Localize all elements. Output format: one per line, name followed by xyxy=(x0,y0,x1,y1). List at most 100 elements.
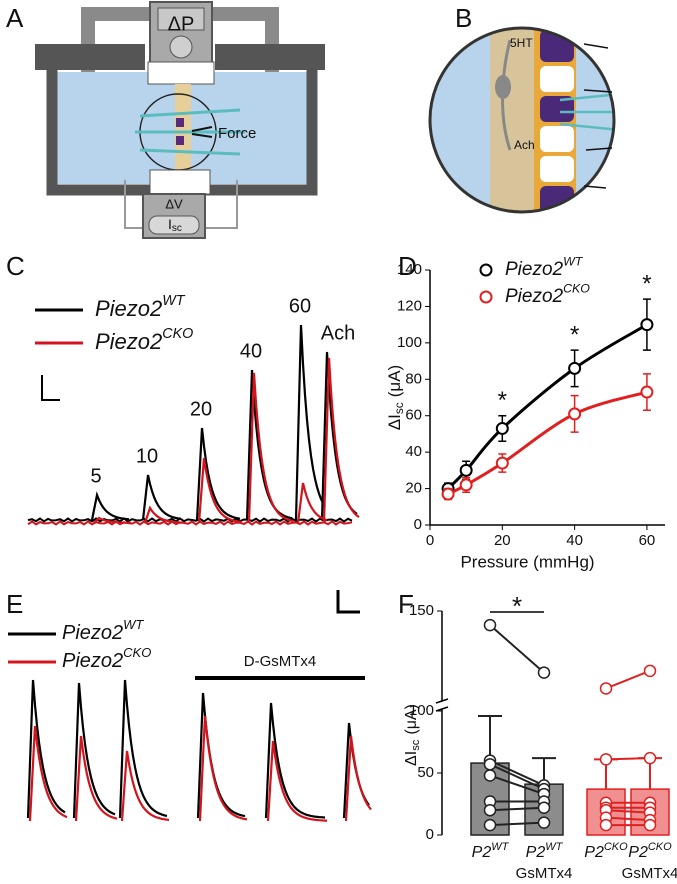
pair-line xyxy=(489,774,545,796)
pair-line xyxy=(489,624,545,674)
data-point xyxy=(537,801,551,814)
diagram-a-shape xyxy=(149,169,211,195)
y-label-unit: (μA) xyxy=(385,365,404,397)
y-axis-label: ΔIsc (μA) xyxy=(385,365,406,430)
x-tick-label: P2CKO xyxy=(628,841,672,861)
diagram-b-shape xyxy=(540,126,574,152)
category-main: P2 xyxy=(628,844,648,861)
legend-label-sup: WT xyxy=(123,617,144,632)
data-point xyxy=(459,463,473,477)
trace-response xyxy=(28,725,68,822)
diagram-b-shape xyxy=(495,75,511,99)
trace-response xyxy=(344,735,372,822)
legend-label: Piezo2WT xyxy=(505,255,584,280)
diagram-a-shape xyxy=(191,126,213,138)
trace-response xyxy=(264,702,326,819)
significance-star: * xyxy=(570,321,579,348)
trace-response xyxy=(197,457,243,524)
trace-response xyxy=(143,505,183,524)
legend-label-main: Piezo2 xyxy=(62,650,123,672)
panel-label: F xyxy=(398,589,414,619)
data-point xyxy=(568,361,582,375)
stimulus-label: 40 xyxy=(240,340,262,362)
trace-response xyxy=(266,740,327,822)
data-point xyxy=(599,818,613,832)
trace-response xyxy=(93,516,132,524)
significance-star: * xyxy=(512,591,522,621)
y-tick-label: 140 xyxy=(397,261,422,278)
pair-line xyxy=(489,806,545,812)
fit-line xyxy=(447,390,648,496)
pair-line xyxy=(605,669,651,690)
y-tick-label: 60 xyxy=(405,407,422,424)
current-symbol: I xyxy=(168,216,172,232)
legend-label-sup: WT xyxy=(162,293,185,309)
legend-label: Piezo2CKO xyxy=(95,326,193,354)
stimulus-label: 5 xyxy=(90,465,101,487)
force-label: Force xyxy=(218,125,256,142)
y-label-main: ΔI xyxy=(385,414,404,430)
data-point xyxy=(495,421,509,435)
legend-label-sup: CKO xyxy=(162,326,193,342)
trace-response xyxy=(120,750,170,822)
x-tick-label: 0 xyxy=(426,532,434,549)
diagram-a-shape xyxy=(124,180,238,229)
trace-response xyxy=(72,682,116,819)
x-tick-label: P2WT xyxy=(472,841,510,861)
trace-response xyxy=(296,482,328,524)
y-tick-label: 0 xyxy=(414,516,422,533)
diagram-a-shape xyxy=(35,44,145,70)
diagram-a-shape xyxy=(135,108,245,156)
legend-label-main: Piezo2 xyxy=(505,286,564,307)
current-subscript: sc xyxy=(172,223,182,234)
y-tick-label: 0 xyxy=(426,826,434,843)
y-label-sub: sc xyxy=(392,402,406,414)
panel-label: A xyxy=(6,3,24,33)
trace-response xyxy=(141,474,181,521)
trace-response xyxy=(118,679,168,819)
scale-bar xyxy=(336,590,360,614)
legend-label: Piezo2WT xyxy=(95,293,186,321)
pair-line xyxy=(489,759,545,787)
diagram-a-shape xyxy=(169,35,193,59)
data-point xyxy=(441,487,455,501)
y-tick-label: 100 xyxy=(409,702,434,719)
data-point xyxy=(640,318,654,332)
stimulus-label: 20 xyxy=(190,398,212,420)
trace-response xyxy=(322,357,360,524)
pair-line xyxy=(489,763,545,791)
x-tick-label: P2WT xyxy=(526,841,564,861)
x-tick-sublabel: GsMTx4 xyxy=(516,865,573,882)
data-point xyxy=(568,407,582,421)
trace-response xyxy=(90,491,130,521)
diagram-b-shape xyxy=(490,28,534,212)
x-tick-label: 40 xyxy=(566,532,583,549)
data-point xyxy=(640,385,654,399)
category-main: P2 xyxy=(472,844,492,861)
diagram-a-shape xyxy=(147,61,215,85)
legend-marker xyxy=(479,290,493,304)
panel-label: C xyxy=(6,251,25,281)
y-tick-label: 80 xyxy=(405,370,422,387)
legend-label-sup: WT xyxy=(563,255,584,269)
legend-label-main: Piezo2 xyxy=(95,296,162,321)
legend-label: Piezo2WT xyxy=(62,617,144,644)
y-label-unit: (μA) xyxy=(403,704,420,735)
legend-marker xyxy=(479,263,493,277)
x-tick-sublabel: GsMTx4 xyxy=(622,865,677,882)
legend-label-main: Piezo2 xyxy=(62,622,123,644)
category-main: P2 xyxy=(584,844,604,861)
voltage-label: ΔV xyxy=(165,196,183,211)
diagram-b-shape xyxy=(428,26,616,214)
data-point xyxy=(495,456,509,470)
category-sup: WT xyxy=(545,841,563,853)
category-sup: CKO xyxy=(648,841,672,853)
significance-star: * xyxy=(498,387,507,414)
diagram-b-shape xyxy=(540,156,574,182)
trace-response xyxy=(195,427,241,521)
x-tick-label: P2CKO xyxy=(584,841,628,861)
data-point xyxy=(599,682,613,695)
legend-label-sup: CKO xyxy=(123,645,151,660)
data-point xyxy=(537,816,551,829)
y-tick-label: 100 xyxy=(397,334,422,351)
